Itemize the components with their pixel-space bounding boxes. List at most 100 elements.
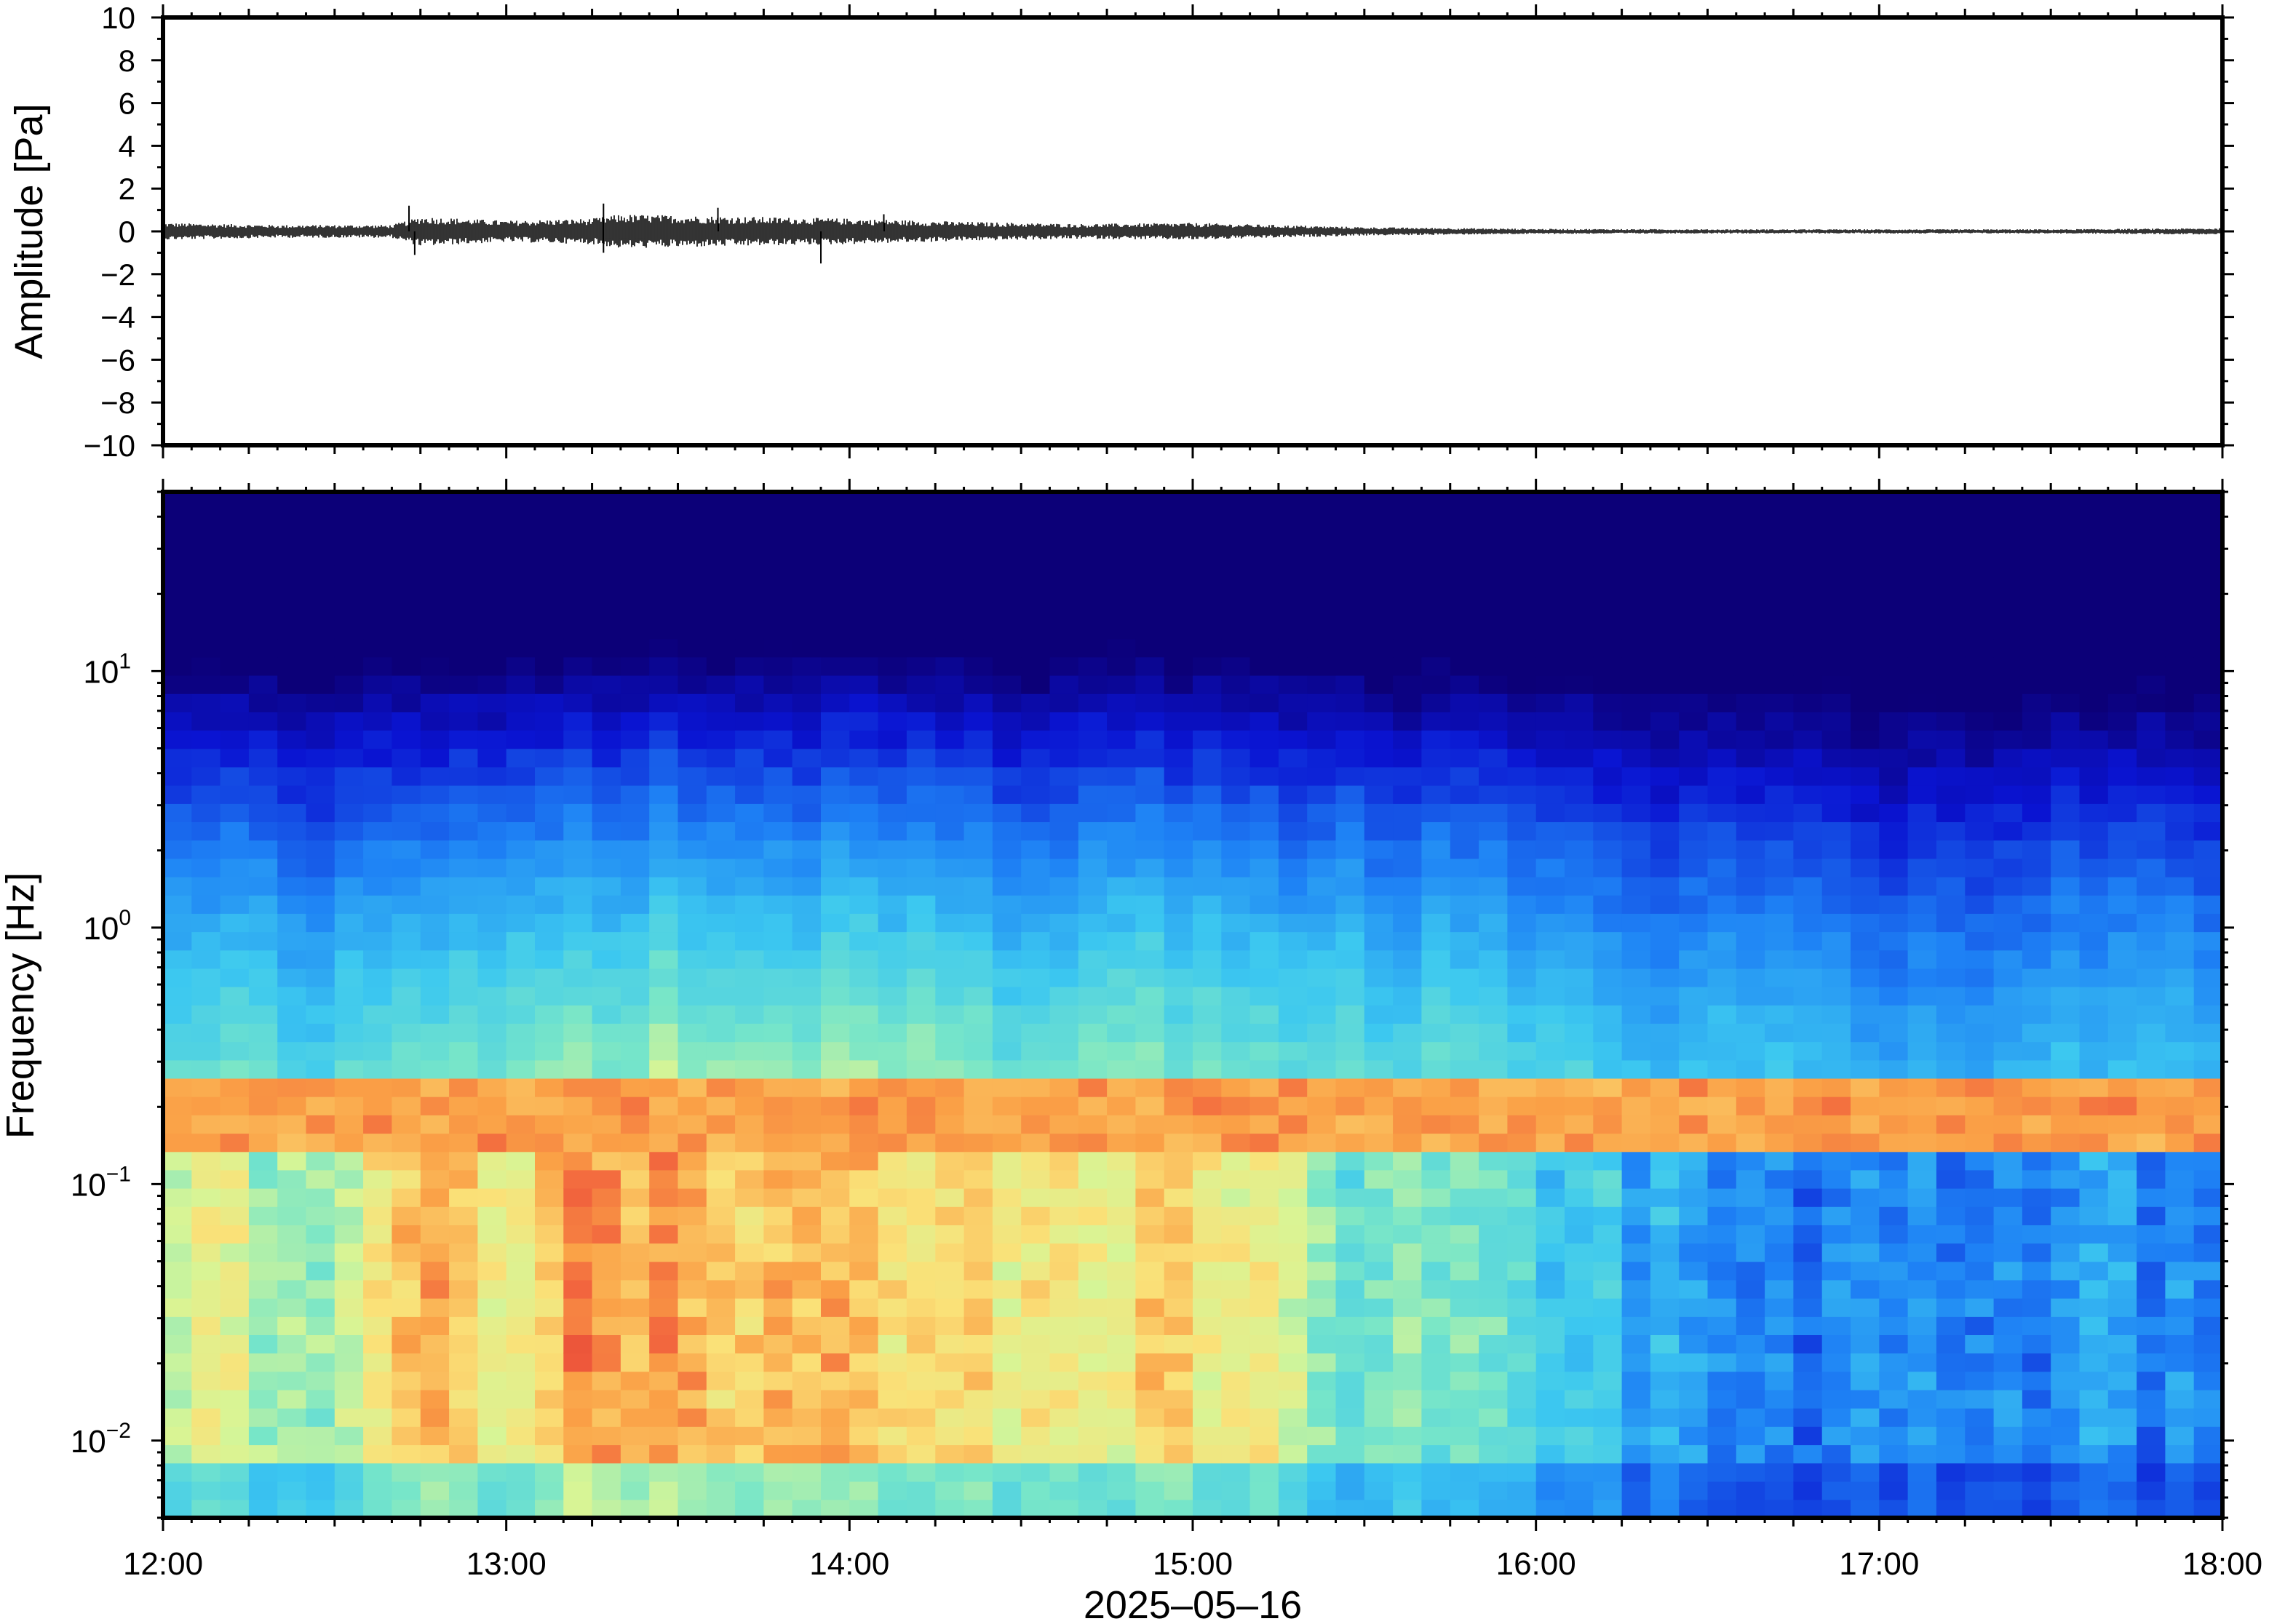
waveform-y-axis-label: Amplitude [Pa] (7, 103, 51, 359)
spectrogram-cell (821, 1206, 851, 1225)
spectrogram-cell (1621, 784, 1651, 804)
spectrogram-cell (220, 894, 250, 914)
spectrogram-cell (306, 803, 335, 822)
spectrogram-cell (477, 1169, 507, 1189)
spectrogram-cell (620, 1499, 650, 1518)
spectrogram-cell (592, 1005, 621, 1024)
spectrogram-cell (906, 1444, 936, 1464)
spectrogram-cell (1736, 1243, 1765, 1262)
spectrogram-cell (1993, 1115, 2023, 1134)
spectrogram-cell (2079, 620, 2109, 640)
spectrogram-cell (1535, 913, 1565, 933)
spectrogram-cell (477, 565, 507, 584)
spectrogram-cell (1593, 931, 1623, 951)
spectrogram-cell (2193, 1115, 2222, 1134)
spectrogram-cell (1307, 674, 1337, 694)
spectrogram-cell (334, 894, 364, 914)
spectrogram-cell (1078, 950, 1108, 969)
spectrogram-cell (620, 950, 650, 969)
spectrogram-cell (449, 986, 479, 1006)
spectrogram-cell (1393, 766, 1423, 786)
spectrogram-cell (620, 913, 650, 933)
spectrogram-cell (1507, 1023, 1537, 1043)
spectrogram-cell (677, 1206, 707, 1225)
spectrogram-cell (1936, 565, 1966, 584)
spectrogram-cell (334, 693, 364, 712)
spectrogram-cell (220, 858, 250, 877)
spectrogram-cell (1307, 1499, 1337, 1518)
spectrogram-cell (1765, 931, 1795, 951)
spectrogram-cell (1335, 1462, 1365, 1482)
spectrogram-cell (1993, 1407, 2023, 1427)
spectrogram-cell (935, 913, 965, 933)
spectrogram-cell (1621, 913, 1651, 933)
spectrogram-cell (1907, 840, 1937, 859)
spectrogram-cell (1593, 620, 1623, 640)
spectrogram-cell (1049, 1243, 1079, 1262)
spectrogram-cell (792, 1169, 822, 1189)
spectrogram-cell (620, 620, 650, 640)
spectrogram-cell (1535, 858, 1565, 877)
spectrogram-cell (1593, 766, 1623, 786)
spectrogram-cell (1049, 638, 1079, 658)
spectrogram-cell (163, 1078, 193, 1097)
spectrogram-cell (506, 1096, 536, 1115)
spectrogram-cell (1278, 1297, 1308, 1317)
spectrogram-cell (821, 1316, 851, 1335)
spectrogram-cell (1049, 1353, 1079, 1372)
spectrogram-cell (1164, 1481, 1193, 1500)
spectrogram-cell (506, 748, 536, 768)
spectrogram-cell (334, 858, 364, 877)
spectrogram-cell (878, 1059, 907, 1079)
spectrogram-cell (649, 1407, 679, 1427)
spectrogram-cell (563, 1389, 593, 1409)
spectrogram-cell (1965, 986, 1995, 1006)
spectrogram-cell (306, 712, 335, 731)
spectrogram-cell (906, 784, 936, 804)
spectrogram-cell (2079, 840, 2109, 859)
spectrogram-cell (992, 1115, 1022, 1134)
spectrogram-cell (535, 1481, 565, 1500)
spectrogram-cell (1851, 638, 1880, 658)
spectrogram-cell (649, 1115, 679, 1134)
spectrogram-cell (1049, 1096, 1079, 1115)
spectrogram-cell (1765, 638, 1795, 658)
spectrogram-cell (2022, 693, 2051, 712)
spectrogram-cell (1278, 602, 1308, 621)
spectrogram-cell (1107, 748, 1137, 768)
spectrogram-cell (1936, 840, 1966, 859)
spectrogram-cell (706, 565, 736, 584)
spectrogram-cell (2165, 1115, 2195, 1134)
spectrogram-cell (1851, 803, 1880, 822)
spectrogram-cell (1535, 1115, 1565, 1134)
spectrogram-cell (1707, 1389, 1737, 1409)
spectrogram-cell (2107, 950, 2137, 969)
spectrogram-cell (1421, 565, 1451, 584)
spectrogram-cell (1965, 730, 1995, 749)
spectrogram-cell (1765, 1041, 1795, 1061)
spectrogram-cell (1821, 876, 1851, 896)
spectrogram-cell (1249, 638, 1279, 658)
spectrogram-cell (1021, 1371, 1051, 1390)
spectrogram-cell (363, 1316, 393, 1335)
spectrogram-cell (763, 1059, 793, 1079)
spectrogram-cell (220, 1261, 250, 1281)
spectrogram-cell (849, 1187, 879, 1207)
spectrogram-cell (1621, 1279, 1651, 1299)
spectrogram-cell (1021, 565, 1051, 584)
spectrogram-cell (1421, 1225, 1451, 1244)
spectrogram-cell (1135, 1297, 1165, 1317)
spectrogram-cell (392, 1041, 421, 1061)
spectrogram-cell (963, 766, 993, 786)
spectrogram-cell (706, 1407, 736, 1427)
spectrogram-cell (1621, 821, 1651, 841)
spectrogram-cell (2165, 1041, 2195, 1061)
spectrogram-cell (220, 1151, 250, 1171)
spectrogram-cell (1107, 986, 1137, 1006)
spectrogram-panel: Frequency [Hz] 2025–05–16 (0, 4, 2234, 1624)
spectrogram-cell (706, 913, 736, 933)
spectrogram-cell (620, 876, 650, 896)
spectrogram-cell (1736, 858, 1765, 877)
spectrogram-cell (1993, 1334, 2023, 1354)
spectrogram-cell (592, 931, 621, 951)
